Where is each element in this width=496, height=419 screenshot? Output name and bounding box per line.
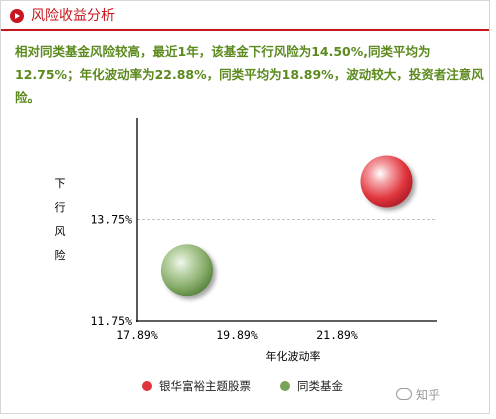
legend-label-fund: 银华富裕主题股票 (159, 379, 251, 393)
y-axis-title-char: 下 (55, 177, 66, 190)
watermark: 知乎 (396, 386, 440, 403)
scatter-point (161, 244, 213, 297)
watermark-text: 知乎 (416, 388, 441, 402)
x-axis-title: 年化波动率 (266, 349, 321, 363)
y-axis-title-char: 险 (55, 248, 66, 262)
y-tick-label: 11.75% (90, 314, 132, 328)
panel-header: 风险收益分析 (1, 1, 489, 31)
risk-return-panel: 风险收益分析 相对同类基金风险较高，最近1年，该基金下行风险为14.50%,同类… (0, 0, 490, 414)
legend-marker-fund (142, 381, 152, 391)
scatter-point (360, 155, 413, 208)
zhihu-logo-icon (396, 388, 412, 400)
x-tick-label: 17.89% (116, 328, 158, 342)
x-tick-label: 19.89% (216, 328, 258, 342)
play-icon (10, 9, 24, 23)
y-tick-label: 13.75% (90, 213, 132, 227)
y-axis-title-char: 行 (55, 201, 66, 214)
x-tick-label: 21.89% (316, 328, 358, 342)
y-axis-title-char: 风 (55, 225, 66, 238)
risk-summary-text: 相对同类基金风险较高，最近1年，该基金下行风险为14.50%,同类平均为12.7… (15, 44, 484, 105)
plot-area: 11.75% 13.75% 17.89% 19.89% 21.89% 年化波动率 下行风险 (55, 118, 437, 363)
legend-marker-peer (280, 381, 290, 391)
legend-label-peer: 同类基金 (297, 379, 343, 393)
panel-title: 风险收益分析 (31, 8, 115, 24)
